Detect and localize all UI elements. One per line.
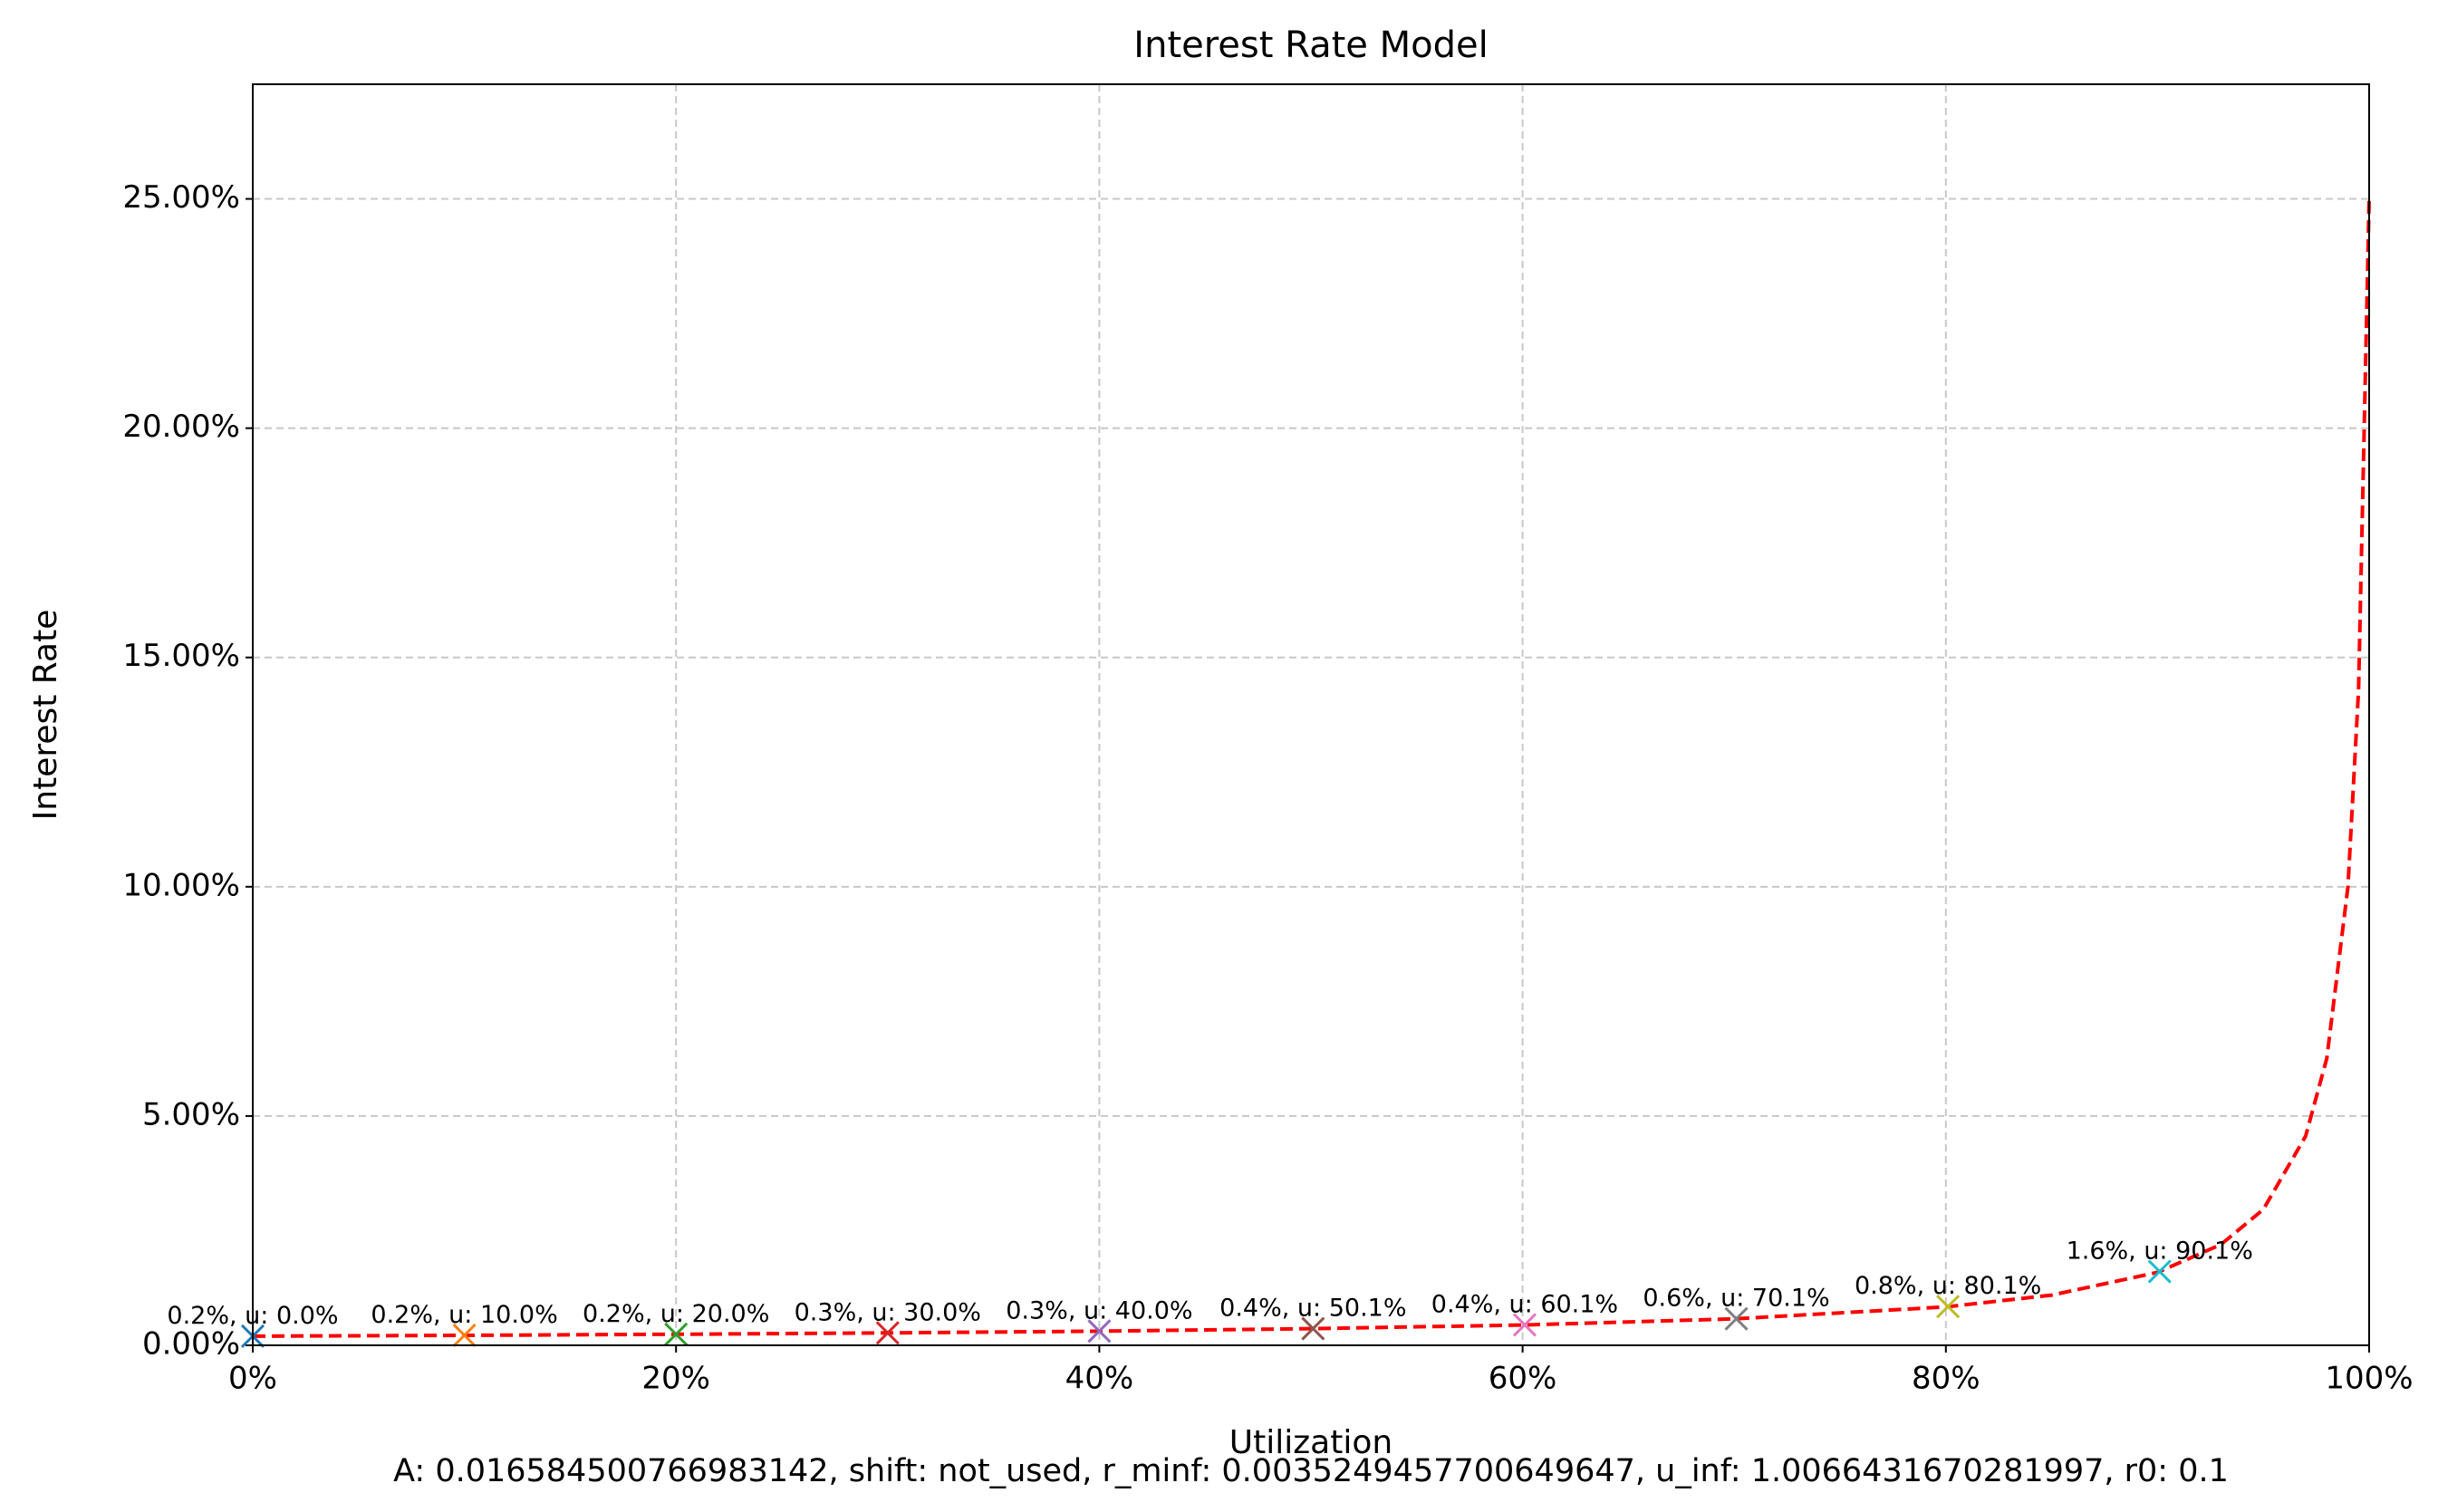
point-annotation: 0.3%, u: 30.0% [795,1298,981,1326]
x-tick-label: 20% [641,1361,710,1397]
y-tick-label: 25.00% [122,179,240,216]
rate-curve [252,198,2371,1338]
point-marker [1087,1319,1112,1343]
point-annotation: 0.2%, u: 10.0% [371,1301,557,1329]
point-marker [1936,1295,1961,1319]
point-annotation: 0.4%, u: 50.1% [1219,1295,1406,1323]
x-tick-label: 60% [1489,1361,1557,1397]
chart-title: Interest Rate Model [1133,24,1488,66]
y-axis-label: Interest Rate [27,610,64,821]
x-tick-label: 80% [1912,1361,1980,1397]
point-marker [1724,1306,1749,1331]
point-annotation: 0.2%, u: 20.0% [583,1300,769,1328]
x-axis-label: Utilization [1229,1424,1392,1461]
y-tick-label: 5.00% [142,1096,240,1132]
point-annotation: 0.8%, u: 80.1% [1855,1272,2041,1300]
point-marker [1512,1313,1537,1337]
y-tick-label: 0.00% [142,1326,240,1363]
point-marker [664,1322,689,1346]
x-tick-label: 100% [2325,1361,2413,1397]
point-annotation: 0.4%, u: 60.1% [1431,1290,1618,1318]
y-tick-label: 10.00% [122,867,240,903]
y-tick-label: 15.00% [122,638,240,674]
x-tick-label: 40% [1065,1361,1134,1397]
point-marker [1301,1316,1325,1341]
y-tick-label: 20.00% [122,409,240,445]
point-annotation: 0.6%, u: 70.1% [1643,1285,1829,1313]
footnote: A: 0.016584500766983142, shift: not_used… [393,1453,2229,1489]
point-annotation: 0.3%, u: 40.0% [1006,1296,1192,1324]
point-marker [875,1321,900,1345]
plot-frame [252,83,2370,1346]
point-annotation: 1.6%, u: 90.1% [2067,1238,2253,1266]
x-tick-label: 0% [228,1361,277,1397]
point-marker [452,1323,477,1348]
point-marker [2147,1259,2172,1284]
